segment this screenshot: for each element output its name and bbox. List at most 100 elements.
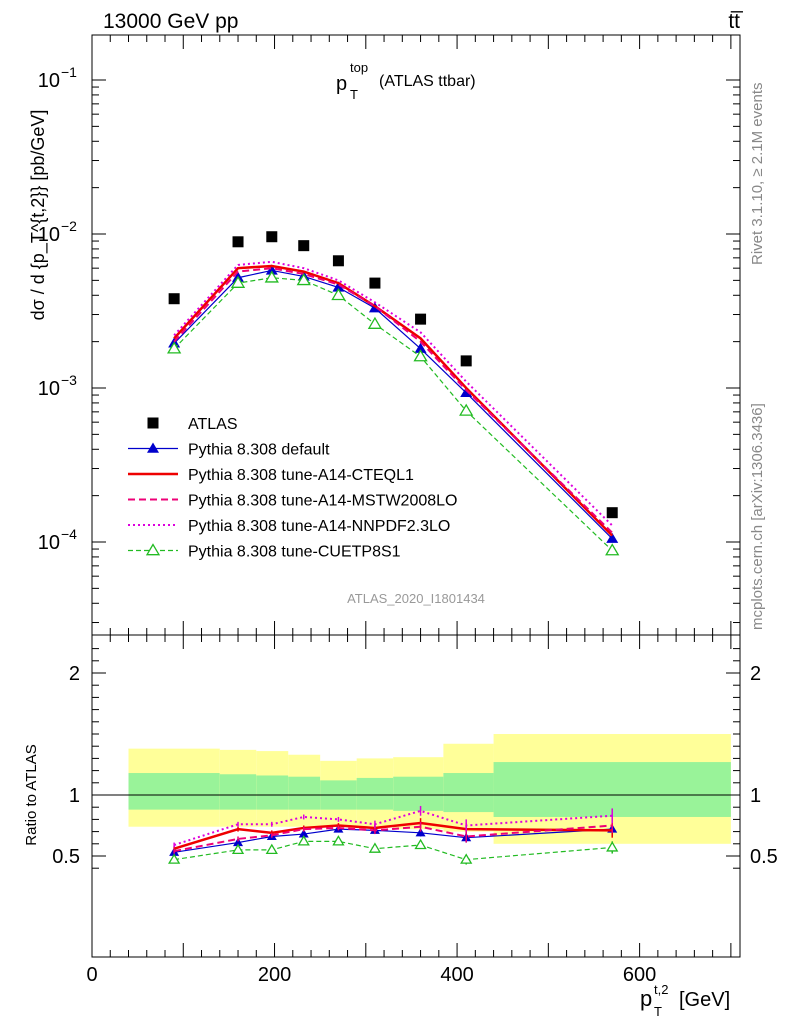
main-ylabel-text: dσ / d {p_T^{t,2}} [pb/GeV] [28,110,49,321]
ratio-point-4-8 [606,841,619,852]
uncertainty-band-green-1 [219,774,257,810]
plot-title-suffix: (ATLAS ttbar) [379,73,476,90]
xlabel-sup: t,2 [654,982,668,997]
main-ytick-label: 10 [38,224,60,246]
point-5-3 [296,273,311,286]
main-ylabel: dσ / d {p_T^{t,2}} [pb/GeV] [28,110,49,321]
uncertainty-band-green-2 [256,775,289,810]
point-0-8 [606,507,618,519]
xtick-label: 200 [258,964,291,986]
legend-marker-0 [147,417,159,429]
xlabel-suffix: [GeV] [679,989,730,1011]
legend-label-5: Pythia 8.308 tune-CUETP8S1 [188,544,401,561]
ratio-point-4-5 [368,842,382,853]
ratio-frame [91,634,741,958]
point-0-7 [460,355,472,367]
legend-label-0: ATLAS [188,416,238,433]
legend-label-2: Pythia 8.308 tune-A14-CTEQL1 [188,467,414,484]
point-1-2 [265,264,278,275]
ratio-point-4-3 [297,835,310,846]
series-line-4 [173,260,613,527]
ratio-panel: 2 21 10.5 0.50 200 400 600 Ratio to ATLAS p T … [23,634,778,1019]
uncertainty-band-green-3 [288,776,321,810]
legend-label-1: Pythia 8.308 default [188,442,330,459]
rivet-label: Rivet 3.1.10, ≥ 2.1M events [749,83,766,266]
main-ytick-label: 10 [38,532,60,554]
process-label: tt̅ [728,10,744,33]
ratio-ytick-label-right: 1 [750,785,761,807]
ratio-ylabel: Ratio to ATLAS [23,744,40,845]
xtick-label: 0 [86,964,97,986]
point-0-3 [298,240,310,252]
ratio-point-0-6 [415,827,426,837]
uncertainty-band-green-8 [493,762,731,817]
plot-title: p [336,73,347,95]
series-line-2 [173,264,614,537]
uncertainty-band-green-0 [128,773,220,810]
xlabel-sub: T [654,1004,662,1019]
point-0-6 [415,313,427,325]
point-5-2 [264,270,279,283]
legend-label-4: Pythia 8.308 tune-A14-NNPDF2.3LO [188,518,450,535]
ratio-series-3 [173,805,613,848]
main-ytick-label-exp: −4 [61,526,77,542]
point-0-4 [332,255,344,267]
plot-title-main: p [336,73,347,95]
ratio-ytick-label: 1 [69,785,80,807]
series-4 [173,260,613,527]
analysis-watermark: ATLAS_2020_I1801434 [347,591,485,606]
uncertainty-band-green-5 [356,777,394,810]
point-1-8 [606,532,619,543]
point-1-4 [332,281,345,292]
ratio-point-4-0 [168,853,181,864]
uncertainty-band-green-7 [443,773,494,813]
series-0 [168,231,618,519]
point-5-5 [367,316,383,329]
series-5 [167,270,620,556]
ratio-point-4-4 [332,835,345,846]
point-5-4 [331,288,346,301]
point-0-5 [369,277,381,289]
ratio-point-0-3 [298,829,309,838]
point-5-8 [605,543,620,556]
xtick-label: 600 [623,964,656,986]
point-0-1 [232,236,244,248]
point-1-7 [460,386,473,398]
plot-title-sub: T [350,87,358,102]
xtick-label: 400 [440,964,473,986]
uncertainty-band-green-6 [393,776,444,811]
ratio-line-4 [174,840,613,861]
ratio-ytick-label: 0.5 [52,846,80,868]
xlabel-main: p [640,986,652,1011]
point-0-2 [266,231,278,243]
main-ytick-label: 10 [38,70,60,92]
ratio-point-4-6 [414,838,427,850]
ratio-ytick-label-right: 0.5 [750,846,778,868]
plot-title-sup: top [350,60,368,75]
main-ytick-label-exp: −1 [61,64,77,80]
ratio-ytick-label: 2 [69,663,80,685]
ratio-point-0-1 [233,837,244,847]
ratio-point-4-7 [460,853,473,864]
mcplots-label: mcplots.cern.ch [arXiv:1306.3436] [749,403,766,630]
legend: ATLAS Pythia 8.308 default Pythia 8.308 tu… [128,416,457,561]
series-line-3 [173,267,613,534]
point-0-0 [168,293,180,305]
series-2 [173,264,614,537]
main-panel: 10−110−210−310−4 p top T (ATLAS ttbar) A… [28,34,741,636]
legend-label-3: Pythia 8.308 tune-A14-MSTW2008LO [188,493,457,510]
main-ytick-label-exp: −2 [61,218,77,234]
legend-marker-1 [147,442,159,453]
point-5-1 [230,275,246,288]
ratio-ylabel-text: Ratio to ATLAS [23,744,40,845]
point-5-0 [167,341,182,354]
series-3 [173,267,613,534]
legend-marker-5 [145,543,161,556]
ratio-ytick-label-right: 2 [750,663,761,685]
point-5-6 [413,349,428,362]
main-ytick-label-exp: −3 [61,372,77,388]
ratio-point-4-2 [265,843,278,855]
ratio-series-4 [168,835,619,865]
ratio-point-4-1 [231,843,245,855]
point-1-6 [414,342,427,353]
